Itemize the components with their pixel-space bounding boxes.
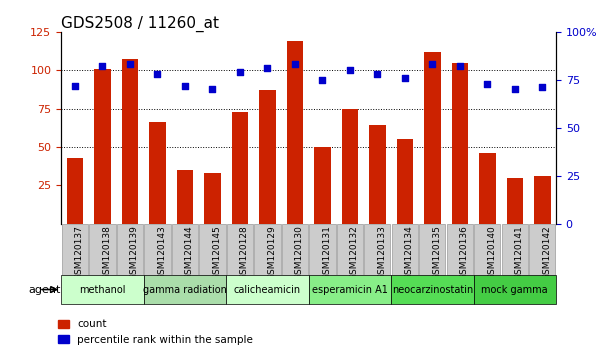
Text: GSM120145: GSM120145	[213, 225, 221, 280]
Bar	[529, 223, 555, 275]
Bar	[89, 223, 115, 275]
Bar	[144, 275, 226, 304]
Bar	[337, 223, 363, 275]
Bar	[232, 112, 248, 223]
Point	[318, 77, 327, 82]
Text: mock gamma: mock gamma	[481, 285, 548, 295]
Text: GSM120134: GSM120134	[404, 225, 414, 280]
Bar	[177, 170, 193, 223]
Point	[455, 63, 464, 69]
Bar	[227, 223, 253, 275]
Bar	[149, 122, 166, 223]
Text: GDS2508 / 11260_at: GDS2508 / 11260_at	[61, 16, 219, 32]
Bar	[309, 223, 335, 275]
Bar	[474, 223, 500, 275]
Bar	[507, 177, 523, 223]
Bar	[342, 109, 358, 223]
Bar	[424, 52, 441, 223]
Bar	[282, 223, 308, 275]
Text: GSM120131: GSM120131	[323, 225, 331, 280]
Text: GSM120132: GSM120132	[349, 225, 359, 280]
Point	[345, 67, 354, 73]
Bar	[199, 223, 225, 275]
Bar	[391, 275, 474, 304]
Point	[538, 85, 547, 90]
Bar	[61, 275, 144, 304]
Text: esperamicin A1: esperamicin A1	[312, 285, 388, 295]
Bar	[364, 223, 390, 275]
Text: GSM120128: GSM120128	[240, 225, 249, 280]
Bar	[259, 90, 276, 223]
Bar	[94, 69, 111, 223]
Bar	[392, 223, 418, 275]
Text: GSM120139: GSM120139	[130, 225, 139, 280]
Bar	[479, 153, 496, 223]
Bar	[397, 139, 413, 223]
Bar	[204, 173, 221, 223]
Text: GSM120129: GSM120129	[268, 225, 276, 280]
Bar	[117, 223, 143, 275]
Bar	[447, 223, 473, 275]
Bar	[172, 223, 198, 275]
Text: GSM120141: GSM120141	[514, 225, 524, 280]
Bar	[534, 176, 551, 223]
Legend: count, percentile rank within the sample: count, percentile rank within the sample	[54, 315, 257, 349]
Bar	[419, 223, 445, 275]
Bar	[309, 275, 391, 304]
Text: gamma radiation: gamma radiation	[143, 285, 227, 295]
Point	[70, 83, 79, 88]
Bar	[254, 223, 280, 275]
Point	[482, 81, 492, 86]
Text: GSM120137: GSM120137	[75, 225, 84, 280]
Text: GSM120142: GSM120142	[543, 225, 551, 280]
Point	[98, 63, 108, 69]
Point	[427, 62, 437, 67]
Text: GSM120138: GSM120138	[103, 225, 111, 280]
Point	[180, 83, 189, 88]
Text: GSM120135: GSM120135	[432, 225, 441, 280]
Text: agent: agent	[29, 285, 61, 295]
Bar	[452, 63, 468, 223]
Point	[263, 65, 273, 71]
Text: GSM120143: GSM120143	[158, 225, 166, 280]
Bar	[122, 59, 138, 223]
Point	[510, 86, 519, 92]
Bar	[314, 147, 331, 223]
Text: GSM120144: GSM120144	[185, 225, 194, 280]
Bar	[67, 158, 83, 223]
Text: GSM120133: GSM120133	[378, 225, 386, 280]
Point	[207, 86, 218, 92]
Bar	[62, 223, 88, 275]
Bar	[369, 125, 386, 223]
Point	[235, 69, 244, 75]
Bar	[287, 41, 303, 223]
Point	[400, 75, 409, 81]
Point	[290, 62, 300, 67]
Text: GSM120136: GSM120136	[459, 225, 469, 280]
Text: calicheamicin: calicheamicin	[234, 285, 301, 295]
Bar	[226, 275, 309, 304]
Text: GSM120140: GSM120140	[487, 225, 496, 280]
Point	[125, 62, 134, 67]
Point	[153, 71, 163, 77]
Text: GSM120130: GSM120130	[295, 225, 304, 280]
Text: neocarzinostatin: neocarzinostatin	[392, 285, 473, 295]
Point	[373, 71, 382, 77]
Text: methanol: methanol	[79, 285, 126, 295]
Bar	[502, 223, 528, 275]
Bar	[474, 275, 556, 304]
Bar	[144, 223, 170, 275]
